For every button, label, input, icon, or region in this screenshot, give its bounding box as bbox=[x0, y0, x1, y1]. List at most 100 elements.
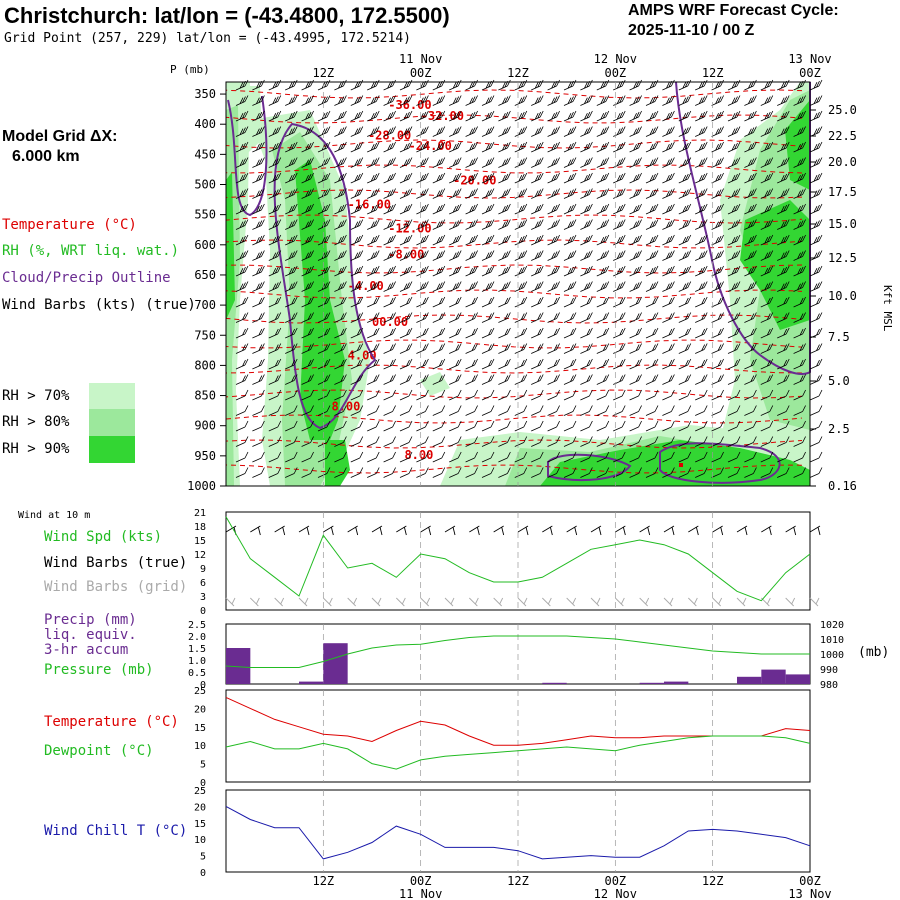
windchill-tick-label-4: 20 bbox=[194, 802, 206, 813]
upper-air-wind-barb bbox=[547, 405, 560, 416]
wind10m-true-barb bbox=[712, 525, 724, 536]
upper-air-wind-barb bbox=[235, 234, 249, 246]
wind10m-true-barb bbox=[323, 525, 334, 536]
upper-air-wind-barb bbox=[449, 327, 462, 339]
upper-air-wind-barb bbox=[596, 327, 610, 339]
upper-air-wind-barb bbox=[760, 281, 774, 292]
upper-air-wind-barb bbox=[662, 157, 675, 168]
pressure-tick-label-4: 1020 bbox=[820, 620, 844, 631]
wind10m-grid-barb bbox=[420, 597, 431, 607]
rh90-area-2 bbox=[325, 440, 350, 486]
upper-air-wind-barb bbox=[481, 451, 495, 463]
upper-air-wind-barb bbox=[498, 467, 511, 478]
upper-air-wind-barb bbox=[645, 79, 659, 91]
upper-air-wind-barb bbox=[777, 389, 790, 401]
upper-air-wind-barb bbox=[547, 157, 560, 168]
upper-air-wind-barb bbox=[383, 358, 396, 370]
upper-air-wind-barb bbox=[449, 420, 462, 432]
precip-bar-4 bbox=[639, 682, 664, 684]
upper-air-wind-barb bbox=[268, 281, 282, 292]
upper-air-wind-barb bbox=[317, 312, 331, 323]
upper-air-wind-barb bbox=[301, 467, 314, 478]
upper-air-wind-barb bbox=[432, 296, 446, 308]
upper-air-wind-barb bbox=[514, 219, 528, 230]
wind10m-grid-barb bbox=[298, 597, 309, 607]
upper-air-wind-barb bbox=[596, 374, 610, 385]
upper-air-wind-barb bbox=[334, 358, 347, 370]
upper-air-wind-barb bbox=[580, 420, 593, 432]
upper-air-wind-barb bbox=[793, 95, 806, 106]
upper-air-wind-barb bbox=[334, 172, 347, 184]
upper-air-wind-barb bbox=[514, 188, 528, 199]
upper-air-wind-barb bbox=[268, 451, 282, 463]
bottom-time-tick-4: 12Z bbox=[702, 874, 724, 888]
upper-air-wind-barb bbox=[449, 358, 462, 370]
upper-air-wind-barb bbox=[711, 436, 724, 447]
upper-air-wind-barb bbox=[498, 358, 511, 370]
wind10m-true-barb bbox=[688, 525, 699, 536]
upper-air-wind-barb bbox=[268, 374, 282, 385]
bottom-date-label-1: 12 Nov bbox=[594, 887, 637, 900]
upper-air-wind-barb bbox=[695, 157, 708, 168]
upper-air-wind-barb bbox=[514, 358, 528, 370]
upper-air-wind-barb bbox=[777, 95, 790, 106]
upper-air-wind-barb bbox=[531, 110, 544, 122]
upper-air-wind-barb bbox=[809, 188, 823, 199]
wind10m-grid-barb bbox=[712, 597, 723, 607]
wind10m-grid-barb bbox=[663, 597, 674, 607]
upper-air-wind-barb bbox=[465, 265, 478, 277]
upper-air-wind-barb bbox=[449, 203, 462, 215]
upper-air-wind-barb bbox=[531, 467, 544, 478]
temperature-isotherm-9 bbox=[225, 314, 803, 324]
upper-air-wind-barb bbox=[465, 203, 478, 215]
upper-air-wind-barb bbox=[350, 420, 364, 432]
upper-air-wind-barb bbox=[317, 327, 331, 339]
upper-air-wind-barb bbox=[744, 126, 757, 137]
pressure-tick-label-7: 700 bbox=[194, 298, 216, 312]
temperature-isotherm-12 bbox=[225, 389, 803, 399]
upper-air-wind-barb bbox=[350, 405, 364, 416]
upper-air-wind-barb bbox=[399, 405, 413, 416]
upper-air-wind-barb bbox=[662, 405, 675, 416]
upper-air-wind-barb bbox=[383, 141, 396, 153]
legend-cloud: Cloud/Precip Outline bbox=[2, 270, 171, 286]
upper-air-wind-barb bbox=[399, 296, 413, 308]
upper-air-wind-barb bbox=[416, 451, 429, 463]
upper-air-wind-barb bbox=[285, 281, 298, 292]
upper-air-wind-barb bbox=[285, 79, 298, 91]
upper-air-wind-barb bbox=[301, 296, 314, 308]
upper-air-wind-barb bbox=[367, 374, 380, 385]
upper-air-wind-barb bbox=[711, 451, 724, 463]
upper-air-wind-barb bbox=[744, 203, 757, 215]
upper-air-wind-barb bbox=[580, 436, 593, 447]
rh90-area-5 bbox=[540, 440, 810, 486]
upper-air-wind-barb bbox=[350, 219, 364, 230]
upper-air-wind-barb bbox=[350, 188, 364, 199]
wind10m-grid-barb bbox=[590, 597, 601, 607]
upper-air-wind-barb bbox=[301, 95, 314, 106]
upper-air-wind-barb bbox=[711, 234, 724, 246]
upper-air-wind-barb bbox=[547, 327, 560, 339]
wind10m-grid-barb bbox=[347, 597, 358, 607]
temperature-contour-label-9: 00.00 bbox=[372, 315, 408, 329]
upper-air-wind-barb bbox=[350, 389, 364, 401]
top-date-label-1: 12 Nov bbox=[594, 52, 637, 66]
upper-air-wind-barb bbox=[235, 312, 249, 323]
upper-air-wind-barb bbox=[727, 358, 741, 370]
upper-air-wind-barb bbox=[547, 343, 560, 354]
upper-air-wind-barb bbox=[629, 157, 642, 168]
upper-air-wind-barb bbox=[645, 188, 659, 199]
upper-air-wind-barb bbox=[399, 126, 413, 137]
upper-air-wind-barb bbox=[777, 188, 790, 199]
upper-air-wind-barb bbox=[678, 95, 692, 106]
wind10m-grid-barb bbox=[615, 597, 625, 607]
upper-air-wind-barb bbox=[465, 405, 478, 416]
legend-wind-barbs-grid: Wind Barbs (grid) bbox=[44, 579, 188, 595]
height-tick-label-10: 0.16 bbox=[828, 479, 857, 493]
upper-air-wind-barb bbox=[809, 358, 823, 370]
top-time-tick-3: 00Z bbox=[604, 66, 626, 80]
upper-air-wind-barb bbox=[465, 467, 478, 478]
upper-air-wind-barb bbox=[383, 203, 396, 215]
upper-air-wind-barb bbox=[317, 420, 331, 432]
upper-air-wind-barb bbox=[727, 281, 741, 292]
